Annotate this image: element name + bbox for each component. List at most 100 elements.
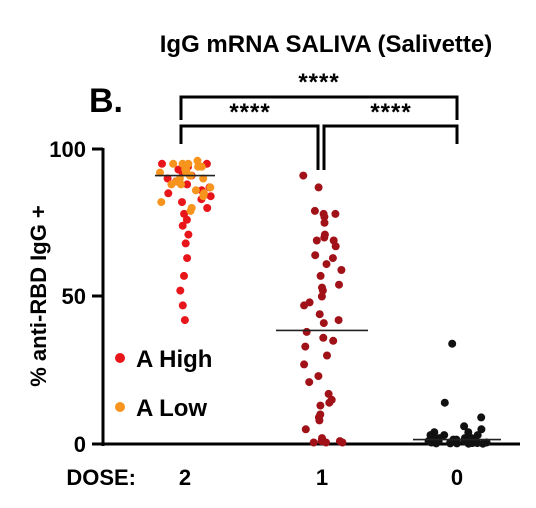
data-point (460, 422, 469, 431)
data-point (477, 413, 486, 422)
data-point (311, 251, 320, 260)
legend-label-a-low: A Low (136, 395, 207, 422)
data-point (164, 189, 173, 198)
data-point (310, 206, 319, 215)
x-tick-label-1: 1 (316, 465, 328, 490)
data-point (156, 168, 164, 177)
data-point (203, 204, 212, 212)
data-point (320, 233, 329, 242)
data-point (183, 180, 192, 189)
data-point (305, 378, 314, 387)
data-point (167, 180, 176, 189)
data-point (186, 206, 195, 215)
data-point (301, 342, 310, 351)
bracket-1-vs-0 (322, 124, 459, 170)
data-point (177, 180, 185, 189)
data-point (338, 438, 347, 447)
sig-label-1-vs-0: **** (370, 99, 411, 126)
data-point (328, 254, 337, 263)
data-point (183, 254, 192, 263)
data-point (322, 438, 330, 447)
data-point (299, 171, 308, 180)
legend-marker-a-high (115, 353, 125, 363)
data-point (323, 351, 331, 360)
data-point (157, 198, 166, 207)
bracket-2-vs-0 (179, 95, 459, 120)
data-point (337, 266, 346, 274)
data-point (163, 174, 172, 183)
data-point (464, 428, 473, 437)
data-point (314, 372, 323, 381)
data-point (448, 339, 457, 348)
data-point (191, 186, 200, 195)
data-point (319, 319, 328, 328)
data-point (478, 439, 487, 448)
data-point (193, 156, 202, 165)
median-lines-layer (155, 174, 501, 441)
data-point (314, 183, 323, 192)
y-tick-label-0: 0 (74, 432, 86, 457)
data-point (334, 316, 343, 325)
data-point (331, 209, 340, 218)
y-tick-label-50: 50 (62, 284, 86, 309)
data-point (194, 162, 203, 171)
data-point (432, 439, 441, 448)
data-point (452, 439, 461, 448)
legend-marker-a-low (115, 402, 125, 412)
data-point (181, 239, 190, 248)
data-point (169, 159, 178, 168)
data-point (331, 242, 340, 251)
data-point (300, 301, 309, 310)
data-point (206, 183, 215, 192)
sig-label-2-vs-0: **** (298, 69, 339, 96)
x-axis-prefix: DOSE: (66, 465, 136, 490)
data-point (184, 230, 193, 239)
data-point (178, 221, 187, 230)
panel-label: B. (89, 82, 123, 120)
x-tick-label-0: 0 (451, 465, 463, 490)
data-point (320, 218, 329, 227)
data-point (473, 431, 482, 440)
data-point (316, 271, 325, 280)
data-points-layer (156, 156, 491, 448)
chart-title: IgG mRNA SALIVA (Salivette) (160, 31, 492, 58)
data-point (322, 260, 331, 269)
bracket-2-vs-1 (179, 124, 320, 170)
data-point (319, 333, 328, 342)
data-point (309, 438, 318, 447)
data-point (199, 192, 208, 201)
data-point (180, 271, 188, 280)
x-tick-label-2: 2 (179, 465, 191, 490)
legend-label-a-high: A High (136, 346, 212, 373)
data-point (335, 280, 343, 289)
y-tick-label-100: 100 (49, 137, 86, 162)
data-point (178, 198, 186, 207)
data-point (477, 425, 486, 434)
data-point (158, 159, 166, 168)
data-point (316, 401, 325, 410)
data-point (325, 398, 334, 407)
data-point (329, 336, 338, 345)
data-point (464, 439, 473, 448)
y-axis-label: % anti-RBD IgG + (26, 205, 51, 387)
data-point (180, 316, 189, 325)
data-point (301, 425, 310, 434)
data-point (302, 327, 311, 336)
data-point (178, 301, 187, 310)
legend: A High A Low (115, 346, 212, 422)
data-point (315, 310, 324, 319)
data-point (176, 286, 185, 295)
data-point (440, 398, 449, 407)
data-point (182, 215, 191, 224)
data-point (318, 286, 327, 295)
sig-label-2-vs-1: **** (229, 99, 270, 126)
data-point (324, 389, 333, 398)
data-point (315, 416, 324, 425)
data-point (312, 236, 321, 245)
data-point (317, 292, 326, 301)
data-point (199, 174, 208, 183)
data-point (206, 192, 215, 201)
data-point (446, 439, 455, 448)
data-point (320, 212, 329, 221)
